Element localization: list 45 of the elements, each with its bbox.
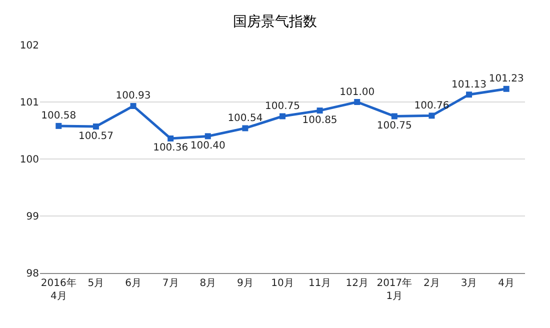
y-tick-label: 101 xyxy=(20,98,39,108)
data-label: 100.40 xyxy=(190,140,226,152)
point xyxy=(168,135,174,142)
x-tick-label: 8月 xyxy=(200,278,216,289)
x-tick-label: 12月 xyxy=(346,278,368,289)
y-tick-label: 102 xyxy=(20,40,39,52)
point xyxy=(242,125,248,132)
x-tick-label: 9月 xyxy=(237,278,254,289)
x-tick-label: 4月 xyxy=(498,278,515,289)
point xyxy=(56,122,62,129)
point xyxy=(130,102,136,109)
point xyxy=(503,86,510,92)
point xyxy=(92,124,99,130)
point xyxy=(280,113,286,120)
data-label: 100.57 xyxy=(78,130,114,142)
x-tick-label: 11月 xyxy=(308,278,332,289)
y-tick-label: 100 xyxy=(20,154,39,166)
point xyxy=(466,92,472,98)
data-label: 100.54 xyxy=(228,112,263,124)
point xyxy=(204,133,211,140)
data-label: 100.58 xyxy=(41,110,76,122)
chart-title: 国房景气指数 xyxy=(233,14,317,30)
data-label: 101.00 xyxy=(340,86,375,98)
x-tick-label: 10月 xyxy=(271,278,294,289)
x-tick-label: 7月 xyxy=(162,278,179,289)
data-label: 100.85 xyxy=(302,114,338,126)
data-label: 101.23 xyxy=(488,74,524,85)
x-tick-label: 3月 xyxy=(460,278,478,289)
x-tick-label: 2月 xyxy=(424,278,440,289)
data-label: 100.75 xyxy=(376,120,412,132)
point xyxy=(391,113,398,120)
data-label: 100.93 xyxy=(116,90,151,102)
point xyxy=(428,112,435,119)
y-tick-label: 98 xyxy=(26,268,39,280)
x-tick-label: 6月 xyxy=(125,278,142,289)
y-tick-label: 99 xyxy=(26,212,39,222)
data-label: 100.36 xyxy=(153,142,188,154)
x-tick-label: 5月 xyxy=(88,278,104,289)
point xyxy=(354,99,360,105)
point xyxy=(316,108,323,114)
data-label: 101.13 xyxy=(452,79,487,90)
data-label: 100.76 xyxy=(414,100,450,112)
data-label: 100.75 xyxy=(265,101,300,112)
x-tick-label: 2017年 1月 xyxy=(376,277,412,302)
x-tick-label: 2016年 4月 xyxy=(40,277,76,302)
